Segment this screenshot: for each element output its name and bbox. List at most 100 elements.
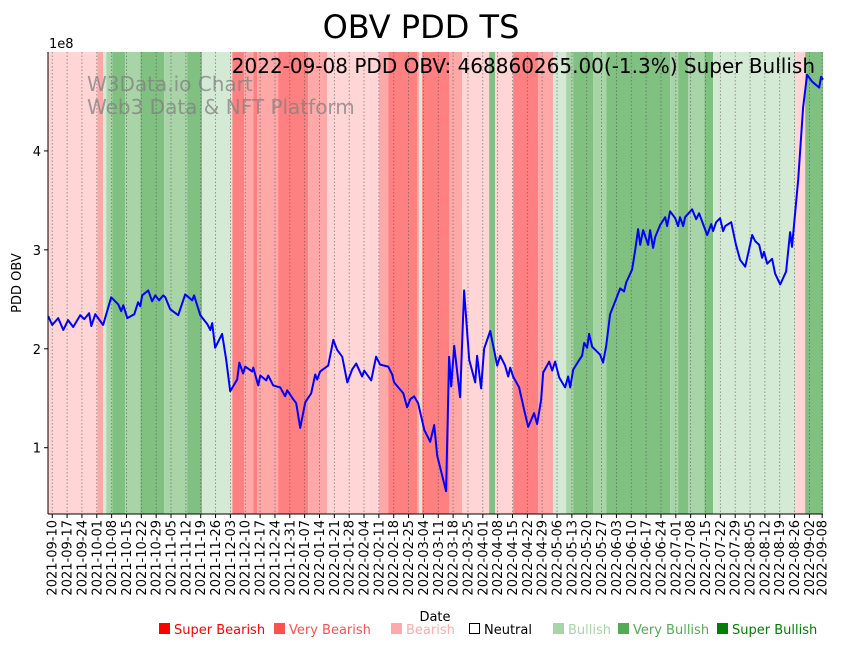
x-tick-label: 2022-01-21 — [328, 520, 343, 596]
band-bearish — [796, 52, 806, 514]
legend-item-bearish: Bearish — [391, 623, 455, 638]
x-tick-label: 2022-07-01 — [669, 520, 684, 596]
band-super-bearish — [513, 52, 539, 514]
band-super-bullish — [573, 52, 594, 514]
band-super-bullish — [140, 52, 165, 514]
band-bullish — [202, 52, 233, 514]
vertical-gridlines — [51, 52, 823, 514]
legend-item-bullish: Bullish — [553, 623, 611, 638]
x-tick-label: 2022-08-12 — [758, 520, 773, 596]
x-tick-label: 2022-06-10 — [625, 520, 640, 596]
band-very-bullish — [670, 52, 679, 514]
x-ticks: 2021-09-10 2021-09-17 2021-09-24 2021-10-01… — [46, 514, 831, 596]
watermark: W3Data.io Chart Web3 Data & NFT Platform — [87, 72, 355, 119]
legend-item-very-bullish: Very Bullish — [618, 623, 709, 638]
x-tick-label: 2021-12-17 — [254, 520, 269, 596]
band-bullish — [713, 52, 797, 514]
legend-item-very-bearish: Very Bearish — [274, 623, 371, 638]
x-tick-label: 2022-08-05 — [744, 520, 759, 596]
legend-swatch — [391, 623, 402, 634]
band-very-bearish — [417, 52, 420, 514]
band-very-bullish — [688, 52, 705, 514]
x-tick-label: 2022-08-19 — [773, 520, 788, 596]
x-tick-label: 2022-04-22 — [521, 520, 536, 596]
band-bullish — [419, 52, 423, 514]
y-axis-label: PDD OBV — [10, 253, 25, 313]
x-tick-label: 2022-03-04 — [417, 520, 432, 596]
x-tick-label: 2021-12-10 — [239, 520, 254, 596]
band-bearish — [462, 52, 490, 514]
obv-line — [47, 73, 824, 493]
x-tick-label: 2022-04-01 — [476, 520, 491, 596]
legend: Super Bearish Very Bearish Bearish Neutral B… — [159, 623, 817, 638]
x-tick-label: 2022-06-24 — [654, 520, 669, 596]
x-tick-label: 2021-10-22 — [135, 520, 150, 596]
band-super-bullish — [606, 52, 671, 514]
band-very-bullish — [593, 52, 607, 514]
band-very-bullish — [106, 52, 113, 514]
legend-label: Bearish — [406, 623, 455, 638]
band-very-bullish — [125, 52, 141, 514]
x-tick-label: 2022-07-15 — [699, 520, 714, 596]
band-bearish — [48, 52, 98, 514]
band-bullish — [553, 52, 567, 514]
x-tick-label: 2022-05-20 — [580, 520, 595, 596]
legend-item-neutral: Neutral — [469, 623, 532, 638]
band-very-bearish — [97, 52, 104, 514]
band-very-bearish — [538, 52, 554, 514]
legend-swatch — [274, 623, 285, 634]
band-very-bearish — [308, 52, 328, 514]
x-tick-label: 2022-03-18 — [447, 520, 462, 596]
band-very-bearish — [257, 52, 279, 514]
legend-label: Bullish — [568, 623, 611, 638]
x-tick-label: 2021-12-24 — [268, 520, 283, 596]
x-tick-label: 2021-12-31 — [283, 520, 298, 596]
sentiment-bands — [48, 52, 823, 514]
x-tick-label: 2022-01-14 — [313, 520, 328, 596]
legend-swatch — [717, 623, 728, 634]
x-tick-label: 2022-02-25 — [402, 520, 417, 596]
legend-item-super-bearish: Super Bearish — [159, 623, 265, 638]
x-tick-label: 2021-11-26 — [209, 520, 224, 596]
band-very-bearish — [449, 52, 463, 514]
x-tick-label: 2022-09-08 — [816, 520, 831, 596]
legend-label: Super Bullish — [732, 623, 817, 638]
band-bearish — [327, 52, 380, 514]
x-tick-label: 2021-10-08 — [105, 520, 120, 596]
watermark-line-1: W3Data.io Chart — [87, 72, 253, 96]
x-tick-label: 2022-08-26 — [788, 520, 803, 596]
band-super-bullish — [704, 52, 714, 514]
x-tick-label: 2021-11-05 — [165, 520, 180, 596]
band-very-bearish — [379, 52, 389, 514]
x-tick-label: 2022-04-15 — [506, 520, 521, 596]
latest-value-annotation: 2022-09-08 PDD OBV: 468860265.00(-1.3%) … — [232, 54, 815, 78]
x-tick-label: 2022-04-08 — [491, 520, 506, 596]
legend-label: Very Bullish — [633, 623, 709, 638]
band-super-bullish — [187, 52, 203, 514]
x-tick-label: 2021-11-19 — [194, 520, 209, 596]
band-super-bearish — [232, 52, 245, 514]
band-super-bullish — [678, 52, 689, 514]
legend-label: Neutral — [484, 623, 532, 638]
x-tick-label: 2021-12-03 — [224, 520, 239, 596]
x-tick-label: 2021-10-01 — [90, 520, 105, 596]
x-tick-label: 2022-07-22 — [714, 520, 729, 596]
legend-label: Super Bearish — [174, 623, 265, 638]
band-very-bearish — [244, 52, 254, 514]
x-tick-label: 2022-01-07 — [298, 520, 313, 596]
x-tick-label: 2021-09-17 — [61, 520, 76, 596]
band-bearish — [495, 52, 514, 514]
y-offset-label: 1e8 — [49, 37, 74, 52]
x-tick-label: 2022-05-06 — [551, 520, 566, 596]
legend-swatch — [469, 623, 480, 634]
band-super-bearish — [278, 52, 309, 514]
legend-swatch — [159, 623, 170, 634]
band-very-bullish — [164, 52, 188, 514]
x-tick-label: 2022-03-11 — [432, 520, 447, 596]
y-tick-label: 1 — [33, 442, 41, 457]
x-tick-label: 2021-09-10 — [46, 520, 61, 596]
watermark-line-2: Web3 Data & NFT Platform — [87, 95, 355, 119]
x-tick-label: 2022-06-03 — [610, 520, 625, 596]
band-super-bearish — [388, 52, 418, 514]
